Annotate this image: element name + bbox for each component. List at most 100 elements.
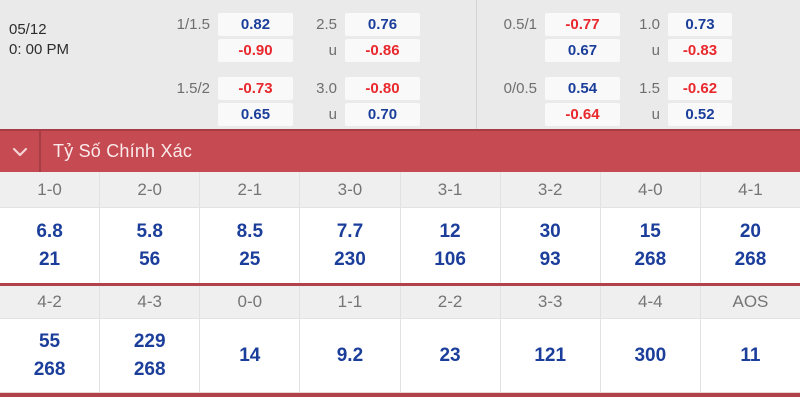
- handicap-line-label: 0/0.5: [503, 80, 537, 97]
- score-column-header: 2-1: [199, 172, 299, 207]
- odds-cell-home[interactable]: -0.73: [218, 77, 293, 100]
- score-odds-cell[interactable]: 5.8 56: [99, 208, 199, 283]
- odds-value: 15: [639, 220, 661, 242]
- under-label: u: [651, 42, 660, 59]
- collapse-toggle[interactable]: [0, 131, 41, 172]
- odds-value: 268: [33, 358, 66, 380]
- match-odds-section: 05/12 0: 00 PM 1/1.5 0.82 -0.90 2.5 0.76…: [0, 0, 800, 129]
- odds-value: 300: [634, 344, 667, 366]
- odds-value: 14: [239, 344, 261, 366]
- score-odds-cell[interactable]: 121: [499, 319, 600, 392]
- odds-cell-away[interactable]: -0.64: [545, 103, 620, 126]
- odds-cell-under[interactable]: -0.86: [345, 39, 420, 62]
- score-odds-cell[interactable]: 23: [399, 319, 500, 392]
- under-label: u: [651, 106, 660, 123]
- score-column-header: 2-0: [99, 172, 199, 207]
- section-header-correct-score[interactable]: Tỷ Số Chính Xác: [0, 129, 800, 172]
- score-odds-cell[interactable]: 6.8 21: [0, 208, 99, 283]
- odds-value: 8.5: [236, 220, 264, 242]
- score-odds-cell[interactable]: 15 268: [599, 208, 700, 283]
- over-under-odds-group-2: 1.0 0.73 u -0.83: [584, 13, 732, 62]
- section-title: Tỷ Số Chính Xác: [53, 141, 193, 161]
- score-odds-row-2: 55 268 229 268 14 9.2 23 121 300 11: [0, 319, 800, 392]
- odds-cell-over[interactable]: -0.80: [345, 77, 420, 100]
- total-line-label: 1.0: [639, 16, 660, 33]
- score-odds-cell[interactable]: 9.2: [299, 319, 399, 392]
- odds-cell-home[interactable]: 0.82: [218, 13, 293, 36]
- odds-value: 268: [634, 248, 667, 270]
- odds-cell-away[interactable]: -0.90: [218, 39, 293, 62]
- odds-cell-under[interactable]: -0.83: [668, 39, 732, 62]
- handicap-odds-group-2: 0.5/1 -0.77 0.67: [455, 13, 620, 62]
- odds-value: 30: [539, 220, 561, 242]
- odds-cell-under[interactable]: 0.52: [668, 103, 732, 126]
- odds-value: 11: [740, 344, 761, 366]
- total-line-label: 2.5: [316, 16, 337, 33]
- odds-value: 121: [534, 344, 567, 366]
- match-time: 0: 00 PM: [9, 41, 70, 58]
- match-date: 05/12: [9, 21, 47, 38]
- handicap-line-label: 1.5/2: [176, 80, 210, 97]
- over-under-odds-group-1: 2.5 0.76 u -0.86: [263, 13, 420, 62]
- odds-value: 23: [439, 344, 461, 366]
- score-odds-cell[interactable]: 11: [699, 319, 800, 392]
- odds-cell-away[interactable]: 0.67: [545, 39, 620, 62]
- odds-cell-over[interactable]: 0.73: [668, 13, 732, 36]
- odds-cell-over[interactable]: 0.76: [345, 13, 420, 36]
- total-line-label: 1.5: [639, 80, 660, 97]
- score-column-header: 0-0: [199, 286, 299, 318]
- odds-value: 7.7: [336, 220, 364, 242]
- score-column-header: AOS: [699, 286, 800, 318]
- odds-value: 9.2: [336, 344, 364, 366]
- score-column-header: 3-0: [299, 172, 399, 207]
- score-odds-cell[interactable]: 20 268: [699, 208, 800, 283]
- score-odds-cell[interactable]: 8.5 25: [199, 208, 299, 283]
- odds-value: 6.8: [36, 220, 63, 242]
- score-odds-cell[interactable]: 229 268: [99, 319, 199, 392]
- odds-value: 56: [139, 248, 161, 270]
- handicap-odds-group-1: 1/1.5 0.82 -0.90: [120, 13, 293, 62]
- score-column-header: 4-1: [699, 172, 800, 207]
- odds-value: 21: [38, 248, 61, 270]
- over-under-odds-group-4: 1.5 -0.62 u 0.52: [584, 77, 732, 126]
- score-odds-cell[interactable]: 12 106: [399, 208, 500, 283]
- score-column-header: 3-1: [399, 172, 500, 207]
- odds-value: 20: [739, 220, 761, 242]
- odds-group-divider: [476, 0, 477, 129]
- odds-value: 25: [239, 248, 261, 270]
- odds-cell-over[interactable]: -0.62: [668, 77, 732, 100]
- odds-value: 230: [334, 248, 366, 270]
- score-odds-cell[interactable]: 30 93: [499, 208, 600, 283]
- handicap-odds-group-4: 0/0.5 0.54 -0.64: [455, 77, 620, 126]
- odds-value: 12: [439, 220, 461, 242]
- odds-cell-home[interactable]: 0.54: [545, 77, 620, 100]
- odds-cell-away[interactable]: 0.65: [218, 103, 293, 126]
- odds-value: 106: [434, 248, 466, 270]
- odds-cell-home[interactable]: -0.77: [545, 13, 620, 36]
- total-line-label: 3.0: [316, 80, 337, 97]
- odds-value: 229: [133, 330, 166, 352]
- odds-value: 268: [133, 358, 166, 380]
- score-header-row-2: 4-2 4-3 0-0 1-1 2-2 3-3 4-4 AOS: [0, 283, 800, 319]
- handicap-line-label: 1/1.5: [176, 16, 210, 33]
- odds-cell-under[interactable]: 0.70: [345, 103, 420, 126]
- score-odds-cell[interactable]: 7.7 230: [299, 208, 399, 283]
- score-column-header: 4-4: [599, 286, 700, 318]
- score-odds-cell[interactable]: 300: [599, 319, 700, 392]
- match-info: 05/12 0: 00 PM: [9, 20, 69, 60]
- score-odds-cell[interactable]: 14: [199, 319, 299, 392]
- score-column-header: 4-0: [599, 172, 700, 207]
- score-column-header: 2-2: [399, 286, 500, 318]
- over-under-odds-group-3: 3.0 -0.80 u 0.70: [263, 77, 420, 126]
- handicap-odds-group-3: 1.5/2 -0.73 0.65: [120, 77, 293, 126]
- score-column-header: 4-3: [99, 286, 199, 318]
- score-header-row-1: 1-0 2-0 2-1 3-0 3-1 3-2 4-0 4-1: [0, 172, 800, 208]
- handicap-line-label: 0.5/1: [503, 16, 537, 33]
- score-column-header: 4-2: [37, 292, 62, 311]
- under-label: u: [328, 106, 337, 123]
- score-odds-cell[interactable]: 55 268: [0, 319, 99, 392]
- under-label: u: [328, 42, 337, 59]
- odds-value: 93: [539, 248, 561, 270]
- score-column-header: 1-0: [37, 179, 62, 199]
